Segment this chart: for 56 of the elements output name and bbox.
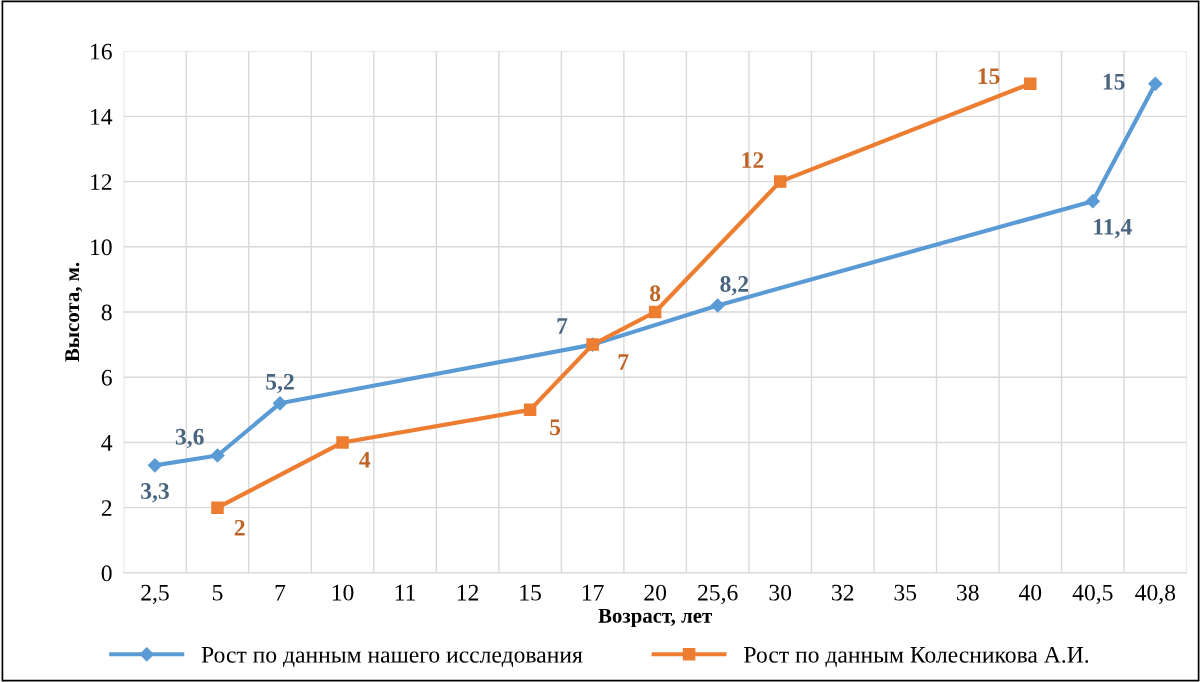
point (773, 175, 787, 188)
data-label: 7 (618, 354, 629, 370)
data-label: 4 (359, 452, 371, 468)
x-tick-label: 20 (644, 584, 667, 601)
x-tick-label: 5 (212, 584, 223, 601)
y-tick-label: 10 (91, 239, 112, 256)
data-label: 15 (1103, 73, 1125, 90)
y-tick-label: 0 (101, 565, 112, 582)
data-label: 3,3 (141, 483, 169, 503)
point (210, 448, 225, 463)
x-tick-label: 30 (769, 584, 792, 601)
point (648, 305, 662, 319)
data-label: 2 (234, 519, 245, 536)
x-tick-label: 40,8 (1135, 584, 1176, 605)
point (710, 298, 725, 313)
legend-label: Рост по данным Колесникова А.И. (744, 646, 1089, 668)
x-tick-label: 7 (275, 584, 286, 601)
x-tick-label: 10 (332, 584, 354, 601)
y-tick-label: 16 (91, 43, 112, 60)
y-tick-label: 6 (101, 369, 112, 386)
y-tick-label: 14 (91, 108, 113, 125)
y-tick-label: 12 (91, 174, 112, 190)
x-tick-label: 40,5 (1072, 584, 1113, 605)
point (272, 396, 288, 411)
x-tick-label: 40 (1018, 584, 1042, 601)
y-tick-label: 2 (101, 500, 112, 516)
point (523, 403, 537, 417)
x-axis-title: Возраст, лет (598, 608, 712, 628)
y-tick-label: 4 (101, 435, 113, 451)
x-tick-label: 38 (957, 584, 979, 601)
x-tick-label: 2,5 (141, 584, 169, 605)
data-label: 5 (550, 419, 561, 436)
point (211, 501, 224, 514)
data-label: 12 (742, 152, 764, 168)
data-label: 11,4 (1094, 219, 1132, 239)
data-label: 5,2 (266, 373, 294, 394)
point (1148, 76, 1163, 91)
data-label: 7 (557, 318, 568, 334)
legend-label: Рост по данным нашего исследования (201, 647, 583, 668)
data-label: 15 (978, 68, 1000, 85)
y-tick-label: 8 (101, 304, 112, 321)
data-label: 8,2 (720, 276, 749, 296)
data-label: 8 (650, 285, 661, 302)
x-tick-label: 12 (457, 584, 479, 601)
x-tick-label: 15 (520, 584, 541, 601)
x-tick-label: 25,6 (698, 584, 738, 605)
point (147, 458, 163, 473)
y-axis-title: Высота, м. (65, 262, 83, 362)
x-tick-label: 17 (582, 584, 604, 601)
x-tick-label: 11 (395, 584, 415, 601)
data-label: 3,6 (175, 428, 204, 449)
point (336, 436, 349, 449)
point (1024, 77, 1037, 91)
point (1085, 194, 1100, 209)
x-tick-label: 32 (832, 584, 854, 601)
x-tick-label: 35 (894, 584, 917, 601)
